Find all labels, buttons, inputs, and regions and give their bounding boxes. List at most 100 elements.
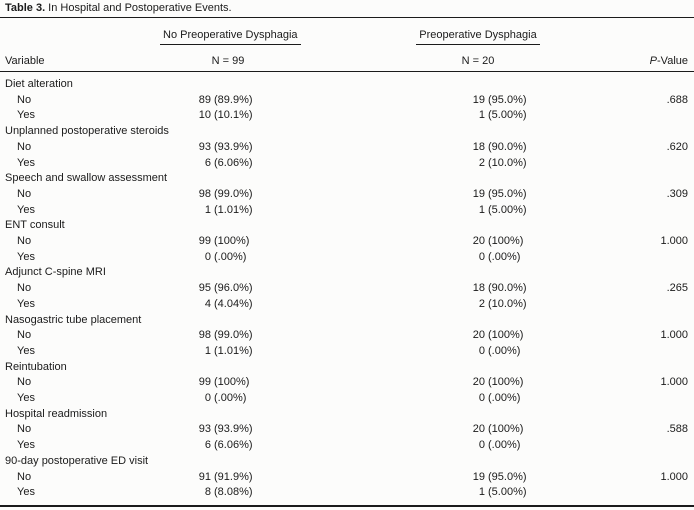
p-value: [546, 297, 694, 313]
no-dysphagia-value: 1 (1.01%): [160, 344, 296, 360]
category-label: 90-day postoperative ED visit: [5, 454, 149, 467]
column-spacer: [296, 391, 410, 407]
category-row: Diet alteration: [0, 72, 694, 93]
count-value: 19: [472, 93, 485, 106]
percent-value: (95.0%): [488, 93, 527, 106]
category-label: Unplanned postoperative steroids: [5, 125, 169, 138]
group-header-row: No Preoperative Dysphagia Preoperative D…: [0, 18, 694, 45]
count-value: 6: [204, 156, 211, 169]
percent-value: (5.00%): [488, 203, 527, 216]
count-value: 0: [204, 392, 211, 405]
count-value: 93: [198, 423, 211, 436]
table-row: No 99 (100%) 20 (100%) 1.000: [0, 375, 694, 391]
percent-value: (5.00%): [488, 109, 527, 122]
col-group-dysphagia: Preoperative Dysphagia: [410, 18, 546, 45]
category-label: ENT consult: [5, 219, 65, 232]
percent-value: (8.08%): [214, 486, 253, 499]
no-dysphagia-value: 99 (100%): [160, 234, 296, 250]
dysphagia-value: 20 (100%): [410, 328, 546, 344]
percent-value: (10.1%): [214, 109, 253, 122]
percent-value: (.00%): [488, 439, 521, 452]
row-label: Yes: [17, 297, 35, 310]
category-row: Hospital readmission: [0, 407, 694, 423]
category-row: Nasogastric tube placement: [0, 313, 694, 329]
column-spacer: [296, 156, 410, 172]
col-group-no-dysphagia: No Preoperative Dysphagia: [160, 18, 301, 45]
table-row: No 93 (93.9%) 18 (90.0%) .620: [0, 140, 694, 156]
count-value: 2: [478, 297, 485, 310]
table-row: Yes 4 (4.04%) 2 (10.0%): [0, 297, 694, 313]
p-value: [546, 156, 694, 172]
row-label: No: [17, 376, 32, 389]
table-row: Yes 10 (10.1%) 1 (5.00%): [0, 108, 694, 124]
table-row: Yes 8 (8.08%) 1 (5.00%): [0, 485, 694, 506]
count-value: 1: [204, 203, 211, 216]
col-group-no-dysphagia-label: No Preoperative Dysphagia: [160, 29, 301, 45]
column-spacer: [296, 375, 410, 391]
p-value: .620: [666, 140, 688, 153]
table-row: Yes 1 (1.01%) 1 (5.00%): [0, 203, 694, 219]
percent-value: (.00%): [488, 344, 521, 357]
count-value: 8: [204, 486, 211, 499]
p-value: [546, 250, 694, 266]
percent-value: (93.9%): [214, 140, 253, 153]
row-label: No: [17, 470, 32, 483]
col-header-variable: Variable: [0, 45, 160, 72]
table-row: No 93 (93.9%) 20 (100%) .588: [0, 422, 694, 438]
column-spacer: [296, 234, 410, 250]
count-value: 20: [472, 376, 485, 389]
column-spacer: [296, 344, 410, 360]
percent-value: (100%): [214, 235, 250, 248]
table-number: Table 3.: [5, 2, 46, 14]
dysphagia-value: 0 (.00%): [410, 250, 546, 266]
count-value: 1: [478, 109, 485, 122]
row-label: No: [17, 282, 32, 295]
column-spacer: [296, 422, 410, 438]
percent-value: (100%): [488, 329, 524, 342]
row-label: No: [17, 423, 32, 436]
column-header-row: Variable N = 99 N = 20 P-Value: [0, 45, 694, 72]
empty-header-cell: [546, 18, 694, 45]
column-spacer: [296, 438, 410, 454]
dysphagia-value: 20 (100%): [410, 234, 546, 250]
percent-value: (.00%): [214, 392, 247, 405]
category-row: Adjunct C-spine MRI: [0, 265, 694, 281]
count-value: 20: [472, 423, 485, 436]
dysphagia-value: 2 (10.0%): [410, 156, 546, 172]
count-value: 19: [472, 470, 485, 483]
column-spacer: [296, 45, 410, 72]
count-value: 95: [198, 282, 211, 295]
p-value: [546, 344, 694, 360]
category-row: Speech and swallow assessment: [0, 171, 694, 187]
column-spacer: [296, 140, 410, 156]
no-dysphagia-value: 95 (96.0%): [160, 281, 296, 297]
no-dysphagia-value: 93 (93.9%): [160, 422, 296, 438]
table-row: No 98 (99.0%) 20 (100%) 1.000: [0, 328, 694, 344]
dysphagia-value: 19 (95.0%): [410, 93, 546, 109]
category-label: Nasogastric tube placement: [5, 313, 142, 326]
table-row: Yes 6 (6.06%) 2 (10.0%): [0, 156, 694, 172]
p-value: [546, 108, 694, 124]
no-dysphagia-value: 6 (6.06%): [160, 156, 296, 172]
count-value: 6: [204, 439, 211, 452]
count-value: 99: [198, 235, 211, 248]
count-value: 0: [478, 392, 485, 405]
count-value: 0: [204, 250, 211, 263]
count-value: 93: [198, 140, 211, 153]
row-label: No: [17, 329, 32, 342]
row-label: No: [17, 140, 32, 153]
percent-value: (10.0%): [488, 156, 527, 169]
row-label: No: [17, 187, 32, 200]
count-value: 1: [478, 203, 485, 216]
p-value-rest: -Value: [657, 55, 688, 67]
category-row: Unplanned postoperative steroids: [0, 124, 694, 140]
table-title: Table 3. In Hospital and Postoperative Ev…: [0, 0, 694, 18]
percent-value: (93.9%): [214, 423, 253, 436]
dysphagia-value: 20 (100%): [410, 375, 546, 391]
col-header-pvalue: P-Value: [546, 45, 694, 72]
p-value: 1.000: [660, 470, 688, 483]
events-table-body: Diet alteration No 89 (89.9%) 19 (95.0%) .688 Y…: [0, 72, 694, 506]
percent-value: (89.9%): [214, 93, 253, 106]
count-value: 99: [198, 376, 211, 389]
column-spacer: [296, 470, 410, 486]
